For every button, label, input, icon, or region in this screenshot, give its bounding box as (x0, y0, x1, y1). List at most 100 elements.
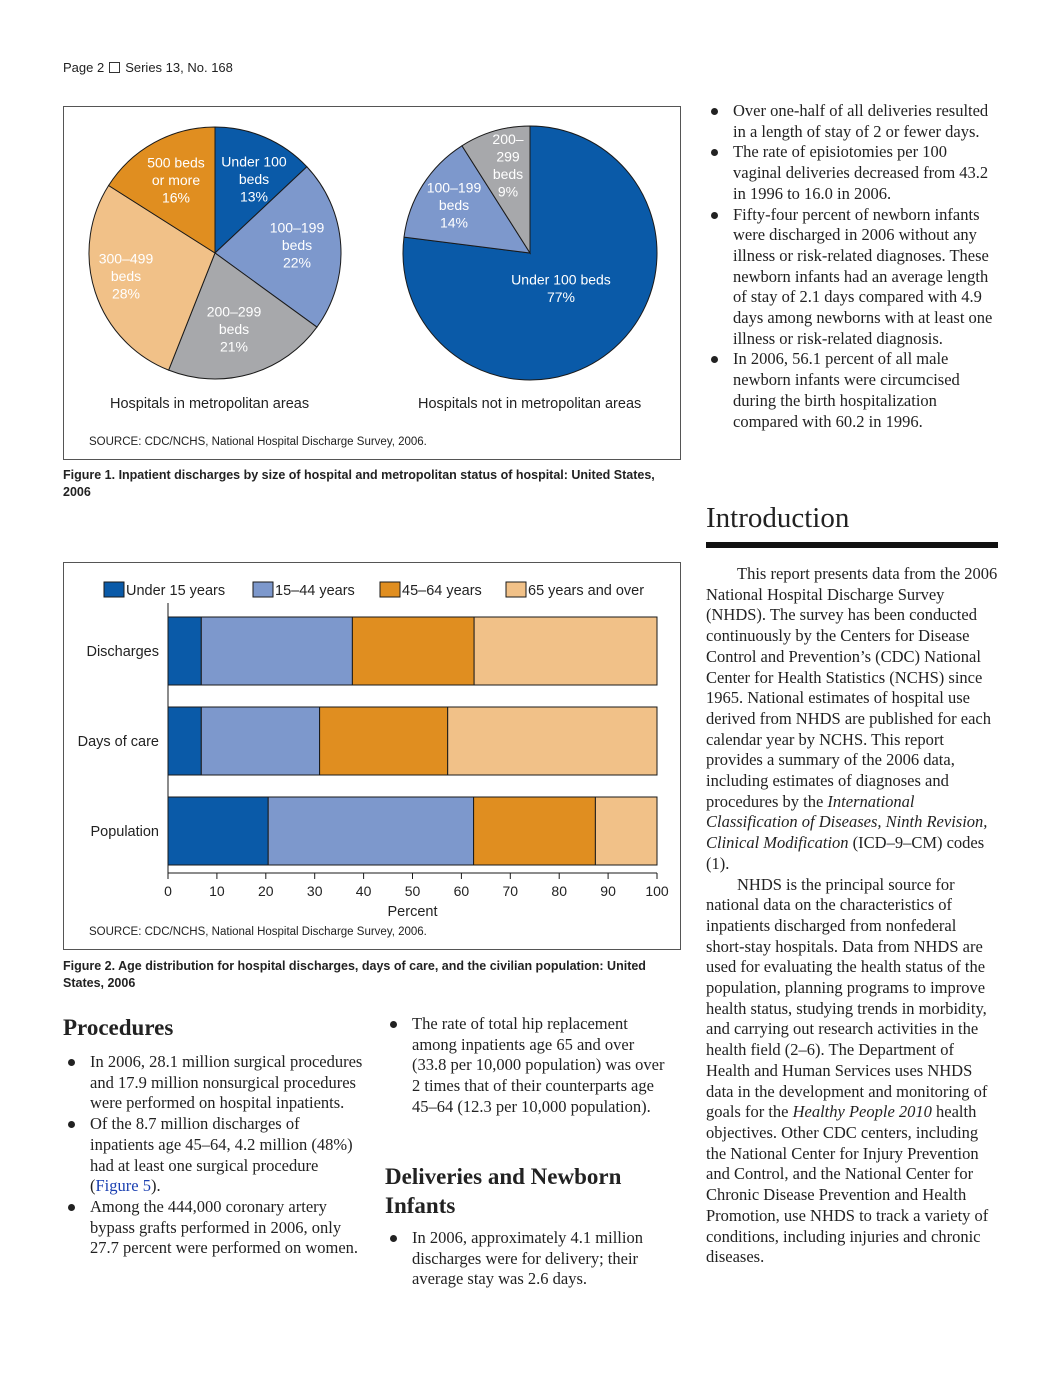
introduction-body: This report presents data from the 2006 … (706, 564, 998, 1268)
figure2-frame: Under 15 years 15–44 years 45–64 years 65 y… (63, 562, 681, 950)
list-item: In 2006, 56.1 percent of all male newbor… (706, 349, 999, 432)
legend-swatch (252, 581, 274, 598)
metro-pie-slice (214, 166, 342, 328)
nonmetro-pie-slice-label: 77% (547, 289, 575, 305)
list-item: The rate of episiotomies per 100 vaginal… (706, 142, 999, 204)
metro-pie-slice (107, 126, 216, 254)
bar-segment (167, 706, 202, 776)
figure5-link[interactable]: Figure 5 (95, 1176, 151, 1196)
x-tick-label: 10 (209, 883, 225, 899)
bar-segment (473, 796, 596, 866)
metro-pie-slice-label: 16% (162, 190, 190, 206)
nonmetro-pie-slice-label: Under 100 beds (511, 271, 611, 287)
legend-label: Under 15 years (126, 583, 225, 599)
running-header: Page 2 Series 13, No. 168 (63, 60, 233, 75)
legend-swatch (379, 581, 401, 598)
category-label: Population (90, 824, 159, 840)
x-tick-label: 40 (356, 883, 372, 899)
metro-pie-slice-label: 100–199 (270, 220, 325, 236)
x-tick-label: 80 (551, 883, 567, 899)
list-item: The rate of total hip replacement among … (385, 1014, 667, 1118)
figure2-source: SOURCE: CDC/NCHS, National Hospital Disc… (89, 926, 427, 938)
metro-pie-slice-label: 22% (283, 255, 311, 271)
list-item: Among the 444,000 coronary artery bypass… (63, 1197, 363, 1259)
list-item: Fifty-four percent of newborn infants we… (706, 205, 999, 350)
intro-paragraph-2: NHDS is the principal source for nationa… (706, 874, 989, 1267)
list-item: In 2006, approximately 4.1 million disch… (385, 1228, 667, 1290)
list-item: Over one-half of all deliveries resulted… (706, 101, 999, 142)
right-list: Over one-half of all deliveries resulted… (706, 101, 999, 432)
metro-pie-slice-label: beds (219, 321, 249, 337)
heading-rule (706, 542, 998, 548)
figure1-source: SOURCE: CDC/NCHS, National Hospital Disc… (89, 436, 427, 448)
nonmetro-pie-slice-label: 9% (498, 183, 518, 199)
procedures-list: In 2006, 28.1 million surgical procedure… (63, 1052, 363, 1259)
metro-pie-slice-label: or more (152, 172, 200, 188)
bar-segment (473, 616, 658, 686)
x-tick-label: 50 (405, 883, 421, 899)
legend-label: 15–44 years (275, 583, 355, 599)
x-tick-label: 30 (307, 883, 323, 899)
figure1-frame: Under 100 beds 13% 100–199 beds 22% 200–299 bed… (63, 106, 681, 460)
nonmetro-pie-slice (461, 125, 531, 255)
x-tick-label: 0 (164, 883, 172, 899)
metro-pie-slice-label: 28% (112, 286, 140, 302)
metro-pie-slice (214, 126, 308, 255)
list-item: Of the 8.7 million discharges of inpatie… (63, 1114, 363, 1197)
x-axis-title: Percent (388, 904, 438, 920)
metro-pie-slice-label: 500 beds (147, 155, 205, 171)
bar-segment (167, 796, 269, 866)
figure2-caption: Figure 2. Age distribution for hospital … (63, 959, 646, 990)
legend-swatch (103, 581, 125, 598)
metro-pie-slice-label: 13% (240, 189, 268, 205)
category-label: Days of care (78, 734, 159, 750)
bar-segment (351, 616, 475, 686)
figure1-caption: Figure 1. Inpatient discharges by size o… (63, 468, 655, 499)
bar-segment (447, 706, 658, 776)
x-tick-label: 100 (645, 883, 669, 899)
nonmetro-pie-slice (402, 125, 658, 381)
legend-swatch (505, 581, 527, 598)
nonmetro-pie-slice-label: beds (493, 166, 523, 182)
x-tick-label: 90 (600, 883, 616, 899)
separator-box (109, 62, 121, 73)
bar-segment (594, 796, 658, 866)
nonmetro-pie-slice-label: 299 (496, 148, 520, 164)
category-label: Discharges (86, 644, 159, 660)
deliveries-heading: Deliveries and Newborn Infants (385, 1164, 622, 1218)
x-tick-label: 20 (258, 883, 274, 899)
metro-pie-slice (88, 184, 216, 371)
metro-pie-slice-label: Under 100 (221, 154, 287, 170)
metro-pie-slice-label: beds (282, 237, 312, 253)
legend-label: 45–64 years (402, 583, 482, 599)
figure2-chart: Under 15 years 15–44 years 45–64 years 65 y… (78, 581, 669, 920)
intro-paragraph-1: This report presents data from the 2006 … (706, 564, 998, 873)
hip-list: The rate of total hip replacement among … (385, 1014, 667, 1118)
legend-label: 65 years and over (528, 583, 644, 599)
page-number: Page 2 (63, 60, 105, 75)
nonmetro-pie-slice (403, 145, 531, 254)
nonmetro-pie-slice-label: 14% (440, 215, 468, 231)
introduction-heading: Introduction (706, 502, 850, 534)
bar-segment (167, 616, 202, 686)
metro-pie-slice-label: beds (239, 171, 269, 187)
metro-pie-slice-label: beds (111, 268, 141, 284)
metro-pie-label: Hospitals in metropolitan areas (110, 396, 310, 412)
metro-pie-slice-label: 300–499 (99, 251, 154, 267)
x-tick-label: 60 (454, 883, 470, 899)
nonmetro-pie-slice-label: 200– (492, 131, 523, 147)
metro-pie-slice-label: 200–299 (207, 304, 262, 320)
metro-pie-slice (167, 252, 318, 380)
x-tick-label: 70 (503, 883, 519, 899)
bar-segment (200, 706, 321, 776)
nonmetro-pie-slice-label: beds (439, 197, 469, 213)
figure1-pies: Under 100beds13%100–199beds22%200–299bed… (88, 125, 658, 381)
series-label: Series 13, No. 168 (125, 60, 233, 75)
bar-segment (267, 796, 475, 866)
bar-segment (319, 706, 449, 776)
procedures-heading: Procedures (63, 1015, 174, 1040)
deliveries-list: In 2006, approximately 4.1 million disch… (385, 1228, 667, 1290)
list-item: In 2006, 28.1 million surgical procedure… (63, 1052, 363, 1114)
nonmetro-pie-label: Hospitals not in metropolitan areas (418, 396, 642, 412)
nonmetro-pie-slice-label: 100–199 (427, 180, 482, 196)
